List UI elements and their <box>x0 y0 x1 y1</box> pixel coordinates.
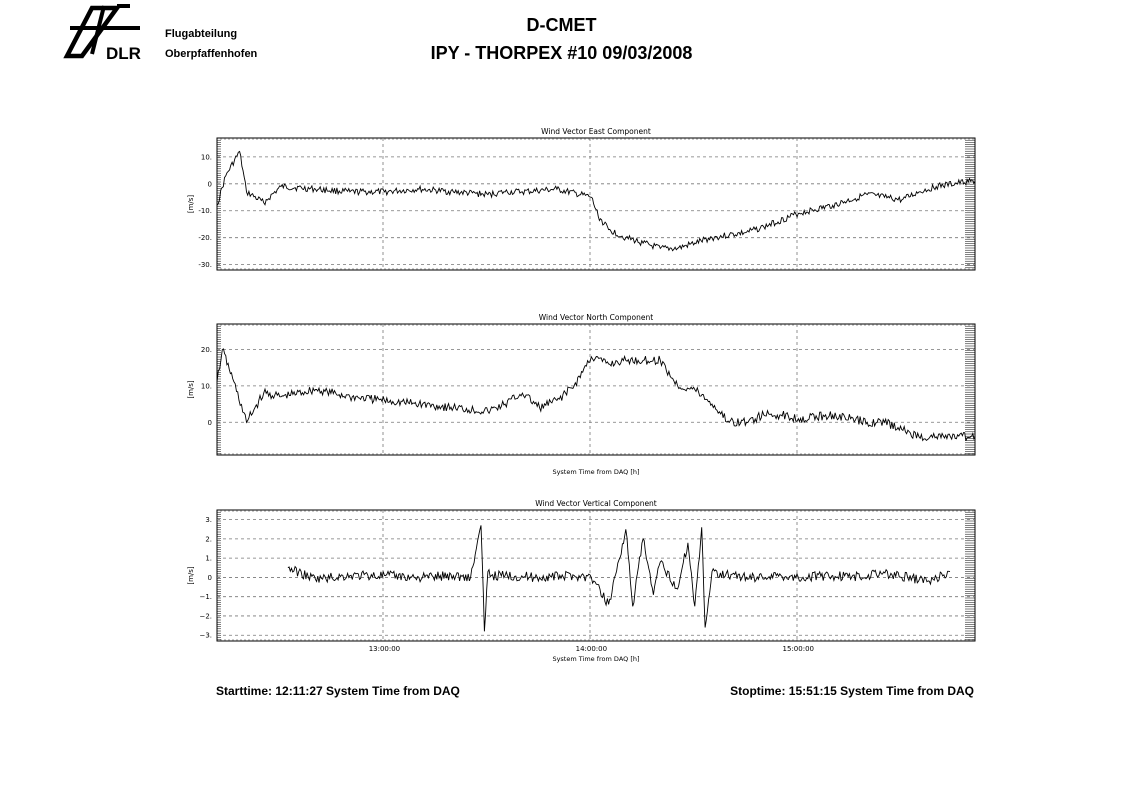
y-tick-label: 10. <box>201 153 212 161</box>
y-tick-label: −2. <box>199 612 212 620</box>
page-subtitle: IPY - THORPEX #10 09/03/2008 <box>430 43 693 63</box>
series-line <box>287 525 951 632</box>
dlr-logo: DLR <box>63 4 141 62</box>
plot-frame <box>216 509 976 642</box>
chart-panel-2: 20. 10. 0 Wind Vector North Component [m/s] S… <box>187 313 976 476</box>
y-tick-label: 1. <box>205 555 212 563</box>
y-tick-label: 0 <box>208 574 212 582</box>
page-title: D-CMET <box>526 15 597 35</box>
y-tick-label: -30. <box>198 261 212 269</box>
x-axis-label: System Time from DAQ [h] <box>552 655 639 663</box>
chart-panel-3: 3. 2. 1. 0 −1. −2. −3. Wind Vector Vertical Com… <box>187 499 976 663</box>
y-tick-label: −3. <box>199 632 212 640</box>
y-tick-label: 3. <box>205 516 212 524</box>
department-location: Oberpfaffenhofen <box>165 48 258 60</box>
plot-frame <box>216 323 976 456</box>
chart-panel-1: 10. 0 -10. -20. -30. Wind Vector East Compone… <box>187 127 976 271</box>
y-tick-label: −1. <box>199 593 212 601</box>
y-axis-label: [m/s] <box>187 566 195 585</box>
department-name: Flugabteilung <box>165 28 238 40</box>
start-time: Starttime: 12:11:27 System Time from DAQ <box>216 684 460 698</box>
x-axis-label: System Time from DAQ [h] <box>552 468 639 476</box>
chart-title: Wind Vector North Component <box>539 313 653 322</box>
plot-frame <box>216 137 976 271</box>
stop-time: Stoptime: 15:51:15 System Time from DAQ <box>730 684 974 698</box>
chart-title: Wind Vector East Component <box>541 127 651 136</box>
series-line <box>216 150 976 252</box>
y-tick-label: 2. <box>205 535 212 543</box>
y-tick-label: 0 <box>208 180 212 188</box>
y-tick-label: 10. <box>201 382 212 390</box>
x-tick-label: 14:00:00 <box>576 645 607 653</box>
y-tick-label: 20. <box>201 346 212 354</box>
y-axis-label: [m/s] <box>187 195 195 214</box>
logo-text: DLR <box>106 44 141 62</box>
x-tick-label: 15:00:00 <box>783 645 814 653</box>
y-tick-label: -10. <box>198 207 212 215</box>
y-axis-label: [m/s] <box>187 380 195 399</box>
chart-title: Wind Vector Vertical Component <box>535 499 657 508</box>
y-tick-label: -20. <box>198 234 212 242</box>
y-tick-label: 0 <box>208 419 212 427</box>
x-tick-label: 13:00:00 <box>369 645 400 653</box>
series-line <box>216 348 976 442</box>
